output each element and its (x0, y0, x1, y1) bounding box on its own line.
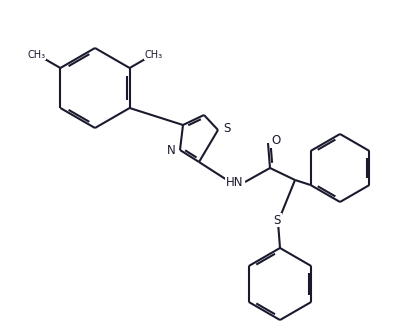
Text: CH₃: CH₃ (145, 49, 163, 59)
Text: O: O (271, 134, 281, 148)
Text: CH₃: CH₃ (27, 49, 45, 59)
Text: HN: HN (226, 175, 244, 188)
Text: S: S (223, 122, 231, 134)
Text: N: N (167, 143, 175, 157)
Text: S: S (273, 213, 281, 226)
